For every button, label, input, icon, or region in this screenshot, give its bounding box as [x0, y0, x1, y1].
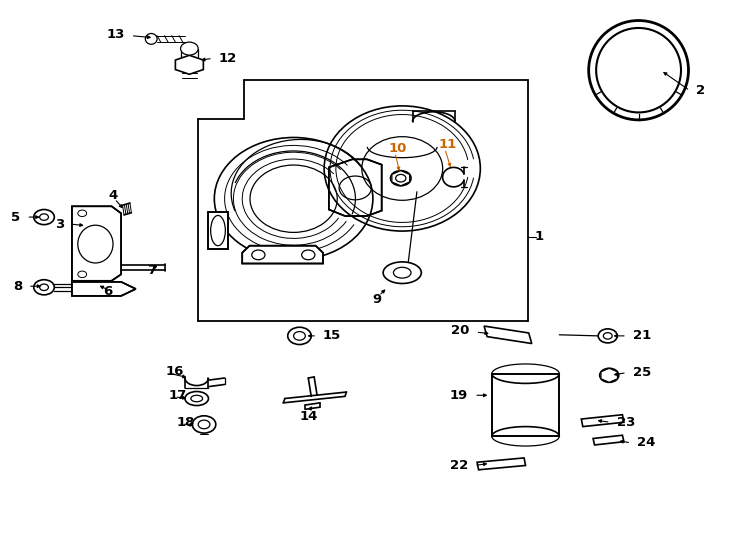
Text: 9: 9 — [373, 293, 382, 306]
Ellipse shape — [390, 171, 411, 186]
Text: 24: 24 — [637, 436, 655, 449]
Polygon shape — [484, 326, 531, 343]
Polygon shape — [593, 435, 624, 445]
Text: 12: 12 — [219, 52, 237, 65]
Ellipse shape — [34, 210, 54, 225]
Polygon shape — [581, 415, 624, 427]
Text: 8: 8 — [12, 280, 22, 293]
Text: 11: 11 — [439, 138, 457, 151]
Polygon shape — [392, 171, 410, 186]
Polygon shape — [72, 282, 136, 296]
Text: 25: 25 — [633, 366, 651, 379]
Ellipse shape — [34, 280, 54, 295]
Ellipse shape — [288, 327, 311, 345]
Polygon shape — [208, 212, 228, 249]
Ellipse shape — [598, 329, 617, 343]
Text: 15: 15 — [323, 329, 341, 342]
Text: 17: 17 — [169, 389, 187, 402]
Text: 5: 5 — [12, 211, 21, 224]
Ellipse shape — [145, 33, 157, 44]
Text: 13: 13 — [106, 28, 125, 40]
Polygon shape — [477, 458, 526, 470]
Text: 6: 6 — [103, 285, 112, 298]
Text: 1: 1 — [534, 230, 543, 243]
Text: 10: 10 — [389, 142, 407, 155]
Text: 3: 3 — [55, 218, 65, 231]
Ellipse shape — [185, 392, 208, 406]
Text: 20: 20 — [451, 324, 470, 337]
Ellipse shape — [600, 368, 619, 382]
Text: 16: 16 — [165, 365, 184, 378]
Text: 14: 14 — [299, 410, 318, 423]
Text: 2: 2 — [696, 84, 705, 97]
Ellipse shape — [192, 416, 216, 433]
Text: 4: 4 — [109, 189, 118, 202]
Text: 22: 22 — [450, 459, 468, 472]
Text: 21: 21 — [633, 329, 651, 342]
Text: 18: 18 — [176, 416, 195, 429]
Polygon shape — [72, 206, 121, 281]
Polygon shape — [492, 374, 559, 436]
Polygon shape — [329, 159, 382, 216]
Polygon shape — [175, 55, 203, 75]
Text: 7: 7 — [147, 264, 156, 276]
Text: 19: 19 — [450, 389, 468, 402]
Text: 23: 23 — [617, 416, 635, 429]
Polygon shape — [242, 246, 323, 264]
Polygon shape — [601, 368, 617, 382]
Ellipse shape — [383, 262, 421, 284]
Ellipse shape — [181, 42, 198, 55]
